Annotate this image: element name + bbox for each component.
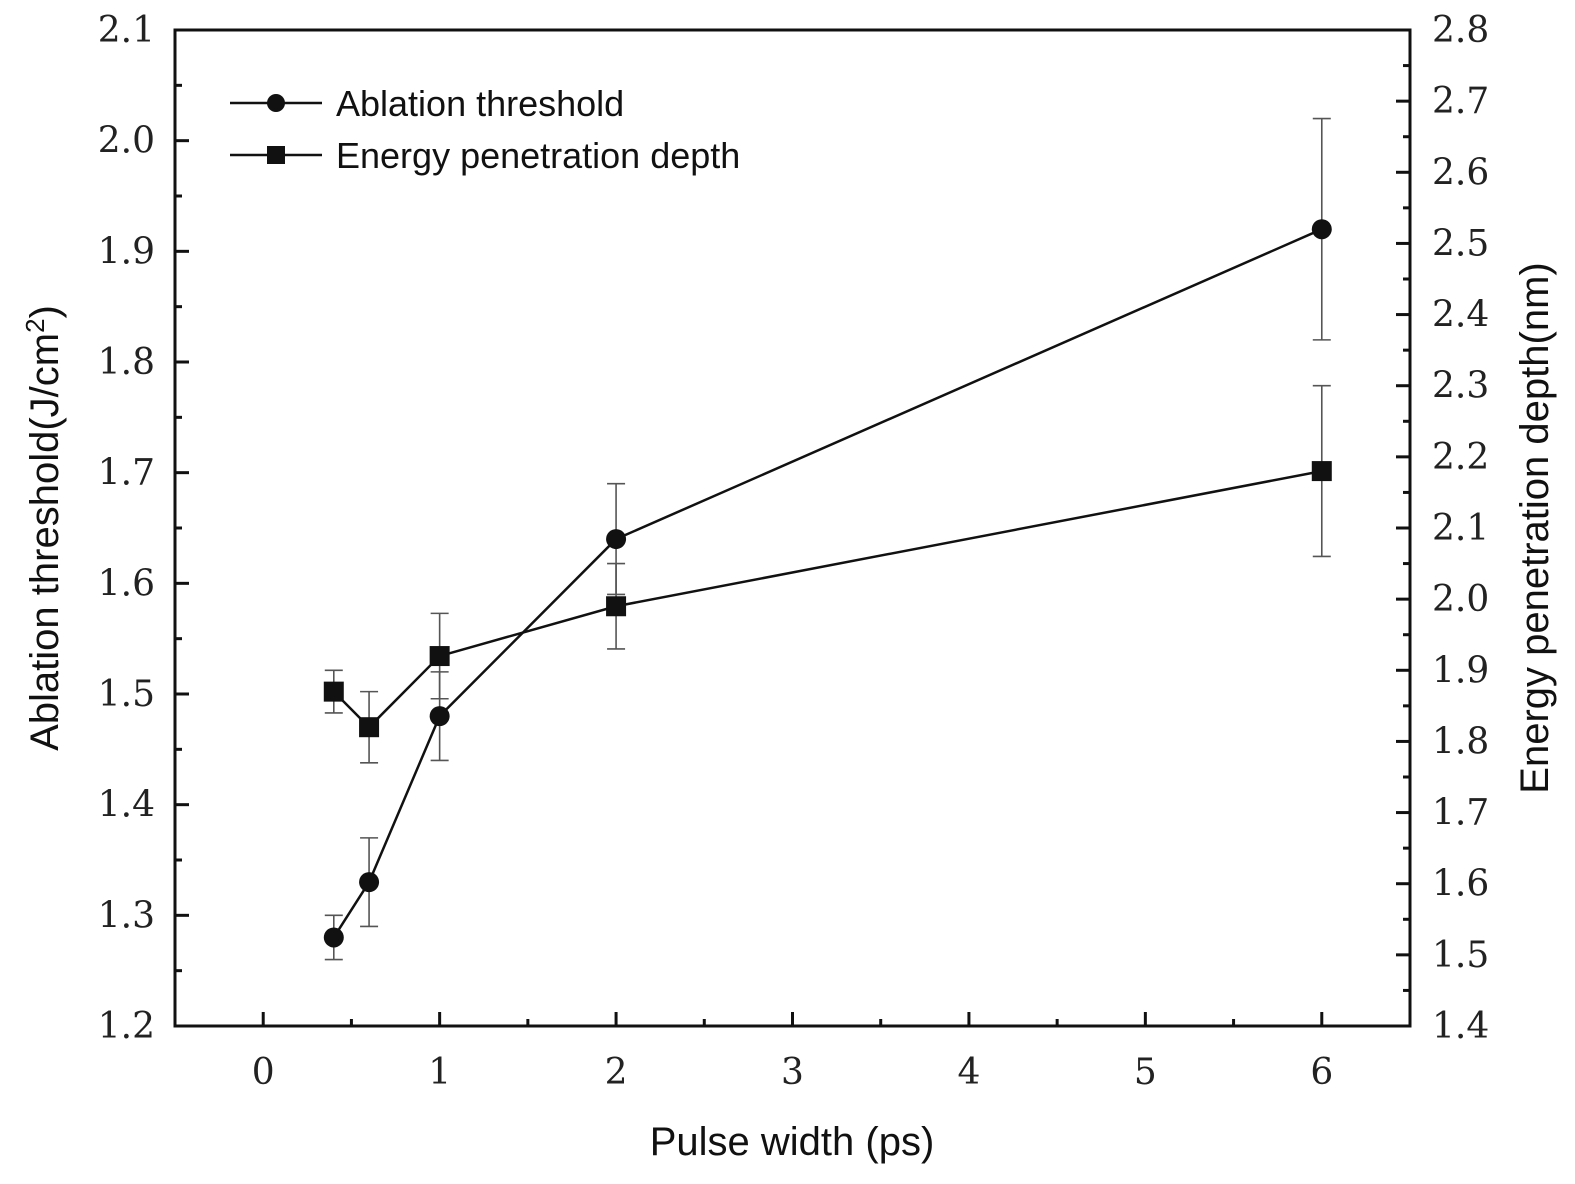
series-line [332, 469, 1323, 729]
y-right-tick-label: 1.4 [1432, 1006, 1489, 1047]
data-point-circle [359, 872, 380, 893]
x-tick-label: 0 [252, 1052, 275, 1093]
data-point-circle [1311, 219, 1332, 240]
y-right-tick-label: 1.6 [1432, 864, 1489, 905]
y-axis-right-title: Energy penetration depth(nm) [1513, 262, 1557, 793]
y-left-tick-label: 1.8 [98, 342, 155, 383]
y-axis-left-title-sup: 2 [20, 318, 50, 332]
x-tick-label: 2 [605, 1052, 628, 1093]
y-axis-left-title-end: ) [23, 305, 67, 318]
y-left-tick-label: 2.0 [98, 121, 155, 162]
plot-frame [173, 28, 1412, 1028]
x-tick-label: 3 [781, 1052, 804, 1093]
y-right-tick-label: 2.6 [1432, 152, 1489, 193]
y-right-tick-label: 1.5 [1432, 935, 1489, 976]
legend: Ablation threshold Energy penetration de… [230, 83, 740, 176]
x-tick-label: 4 [957, 1052, 980, 1093]
series-line [332, 228, 1323, 939]
data-point-circle [606, 529, 627, 550]
y-right-tick-label: 2.2 [1432, 437, 1489, 478]
data-point-circle [429, 706, 450, 727]
y-right-tick-label: 2.7 [1432, 81, 1489, 122]
y-right-tick-label: 1.7 [1432, 793, 1489, 834]
y-right-tick-label: 2.3 [1432, 366, 1489, 407]
y-left-tick-label: 1.5 [98, 674, 155, 715]
y-right-tick-label: 2.5 [1432, 223, 1489, 264]
data-point-square [1311, 461, 1332, 482]
y-right-tick-label: 1.9 [1432, 650, 1489, 691]
y-left-tick-label: 1.9 [98, 231, 155, 272]
data-point-circle [323, 927, 344, 948]
y-left-tick-label: 1.6 [98, 563, 155, 604]
data-point-square [429, 646, 450, 667]
x-axis-title: Pulse width (ps) [650, 1120, 935, 1164]
axis-tick-labels: 0 1 2 3 4 5 6 1.2 1.3 1.4 1.5 1.6 1.7 1.8 1.9 2.0 2.1 1.4… [98, 10, 1490, 1093]
y-left-tick-label: 1.4 [98, 785, 155, 826]
x-tick-label: 6 [1310, 1052, 1333, 1093]
y-axis-left-title: Ablation threshold(J/cm2) [20, 305, 67, 751]
y-right-tick-label: 2.4 [1432, 295, 1489, 336]
y-left-tick-label: 1.2 [98, 1006, 155, 1047]
axis-ticks [175, 28, 1410, 1028]
x-tick-label: 1 [428, 1052, 451, 1093]
series-ablation-threshold [323, 117, 1332, 961]
legend-marker-ablation [267, 94, 285, 112]
y-right-tick-label: 2.0 [1432, 579, 1489, 620]
data-point-square [359, 717, 380, 738]
y-right-tick-label: 2.1 [1432, 508, 1489, 549]
y-left-tick-label: 1.3 [98, 895, 155, 936]
y-axis-left-title-main: Ablation threshold(J/cm [23, 333, 67, 751]
x-tick-label: 5 [1134, 1052, 1157, 1093]
data-point-square [323, 681, 344, 702]
series-layer [323, 117, 1332, 961]
y-left-tick-label: 2.1 [98, 10, 155, 51]
legend-label-energy: Energy penetration depth [336, 135, 740, 176]
data-point-square [606, 596, 627, 617]
y-right-tick-label: 2.8 [1432, 10, 1489, 51]
series-energy-penetration-depth [323, 384, 1332, 764]
y-left-tick-label: 1.7 [98, 453, 155, 494]
y-right-tick-label: 1.8 [1432, 721, 1489, 762]
legend-marker-energy [267, 146, 285, 164]
legend-label-ablation: Ablation threshold [336, 83, 624, 124]
